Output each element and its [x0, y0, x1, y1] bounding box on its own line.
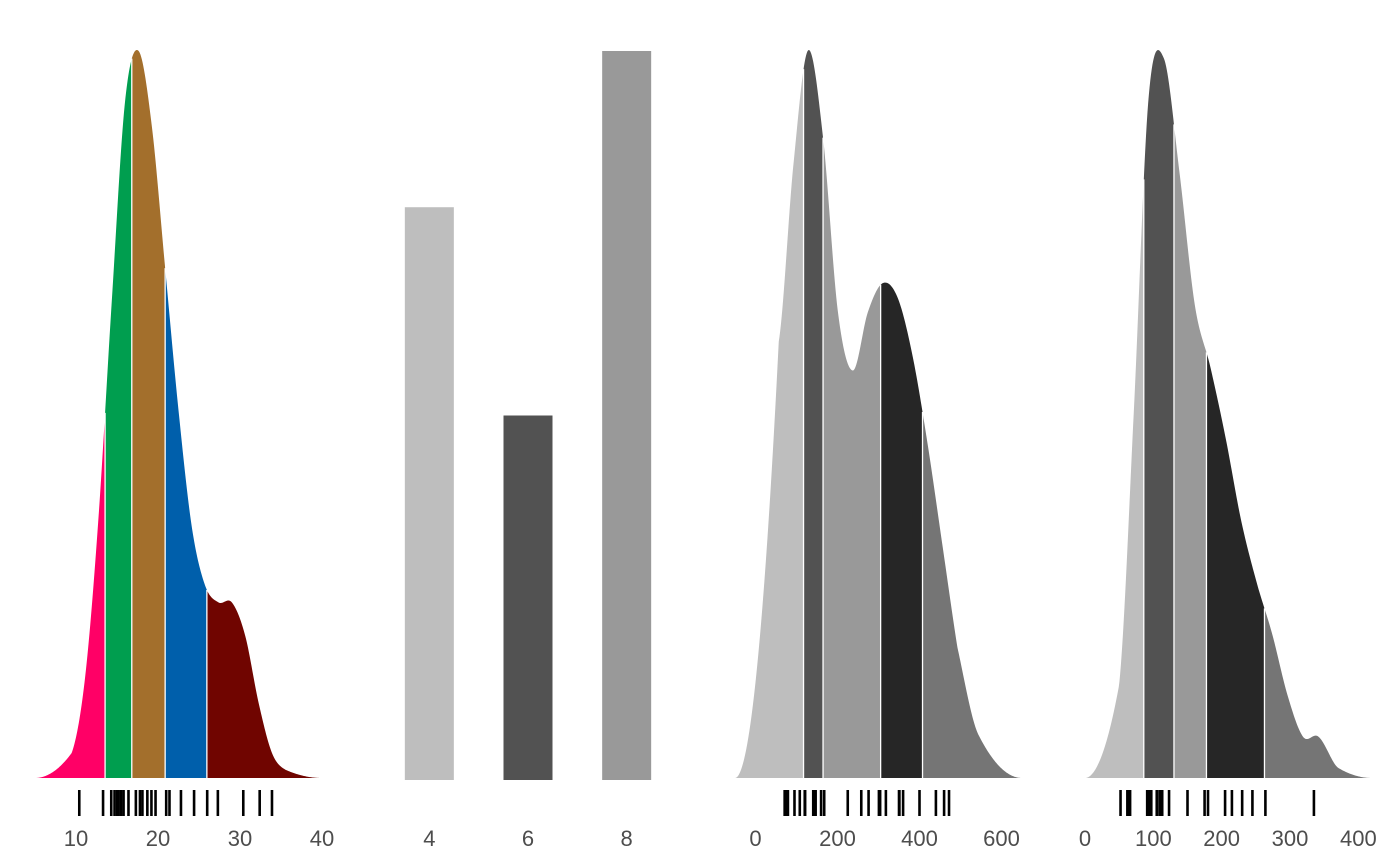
x-tick-label: 8 — [621, 826, 633, 851]
density-band-2 — [105, 58, 132, 779]
x-tick-label: 400 — [901, 826, 938, 851]
x-tick-label: 300 — [1272, 826, 1309, 851]
density-band-4 — [165, 268, 207, 778]
density-band-3 — [131, 50, 166, 778]
x-tick-label: 200 — [819, 826, 856, 851]
x-tick-label: 400 — [1340, 826, 1377, 851]
x-tick-label: 6 — [522, 826, 534, 851]
bar-6 — [503, 415, 553, 780]
density-panel-disp: 0 200 400 600 — [735, 50, 1022, 851]
density-band-4 — [880, 282, 923, 778]
density-band-3 — [823, 137, 881, 778]
x-tick-label: 200 — [1203, 826, 1240, 851]
x-tick-label: 0 — [1079, 826, 1091, 851]
density-band-5 — [922, 412, 1022, 778]
density-band-1 — [35, 412, 106, 778]
x-tick-label: 0 — [749, 826, 761, 851]
x-tick-label: 4 — [423, 826, 435, 851]
x-tick-label: 100 — [1135, 826, 1172, 851]
density-band-1 — [735, 69, 804, 779]
density-band-2 — [803, 50, 824, 778]
density-band-1 — [1085, 179, 1144, 779]
density-band-3 — [1173, 124, 1207, 779]
bar-8 — [602, 51, 652, 780]
density-band-4 — [1206, 352, 1265, 778]
density-band-2 — [1143, 50, 1174, 778]
bar-panel-cyl: 4 6 8 — [404, 51, 652, 851]
density-band-5 — [1264, 608, 1372, 778]
density-panel-hp: 0 100 200 300 400 — [1079, 50, 1377, 851]
density-panel-mpg: 10 20 30 40 — [35, 50, 334, 851]
x-tick-label: 600 — [983, 826, 1020, 851]
bar-4 — [404, 207, 454, 780]
x-tick-label: 40 — [310, 826, 334, 851]
x-tick-label: 20 — [146, 826, 170, 851]
x-tick-label: 10 — [64, 826, 88, 851]
x-tick-label: 30 — [228, 826, 252, 851]
density-band-5 — [206, 589, 322, 778]
